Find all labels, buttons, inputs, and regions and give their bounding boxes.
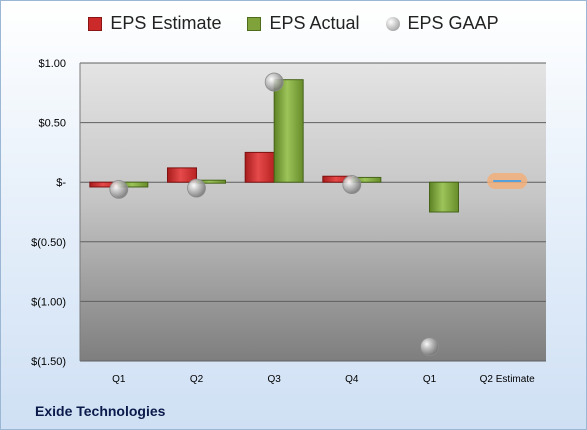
point-eps-gaap xyxy=(187,178,206,198)
point-eps-gaap xyxy=(342,175,362,194)
y-tick-label: $(0.50) xyxy=(31,237,66,249)
legend-swatch-actual xyxy=(247,16,262,31)
y-tick-label: $- xyxy=(56,177,66,189)
point-eps-gaap xyxy=(420,337,439,357)
y-tick-label: $0.50 xyxy=(38,118,66,130)
bar-eps-actual xyxy=(429,181,459,213)
point-eps-gaap xyxy=(109,179,129,199)
bar-eps-estimate xyxy=(244,151,275,183)
legend-swatch-gaap xyxy=(385,16,400,31)
legend-swatch-estimate xyxy=(88,16,103,31)
y-tick-label: $(1.00) xyxy=(31,296,66,308)
x-tick-label: Q3 xyxy=(267,374,281,385)
bar-eps-actual xyxy=(273,79,304,183)
point-eps-gaap xyxy=(264,72,284,92)
legend-label-actual: EPS Actual xyxy=(269,13,360,33)
x-tick-label: Q1 xyxy=(112,374,126,385)
x-tick-label: Q2 xyxy=(190,374,204,385)
x-tick-label: Q2 Estimate xyxy=(480,374,535,385)
bar-eps-estimate xyxy=(167,167,197,183)
legend-item-gaap: EPS GAAP xyxy=(385,13,499,34)
x-tick-label: Q1 xyxy=(423,374,437,385)
company-name: Exide Technologies xyxy=(35,403,166,419)
legend: EPS Estimate EPS Actual EPS GAAP xyxy=(1,13,586,34)
y-tick-label: $(1.50) xyxy=(31,356,66,368)
legend-label-estimate: EPS Estimate xyxy=(110,13,222,33)
legend-label-gaap: EPS GAAP xyxy=(407,13,499,33)
legend-item-actual: EPS Actual xyxy=(247,13,360,34)
plot-area xyxy=(80,63,546,361)
x-tick-label: Q4 xyxy=(345,374,359,385)
legend-item-estimate: EPS Estimate xyxy=(88,13,221,34)
y-tick-label: $1.00 xyxy=(38,58,66,70)
